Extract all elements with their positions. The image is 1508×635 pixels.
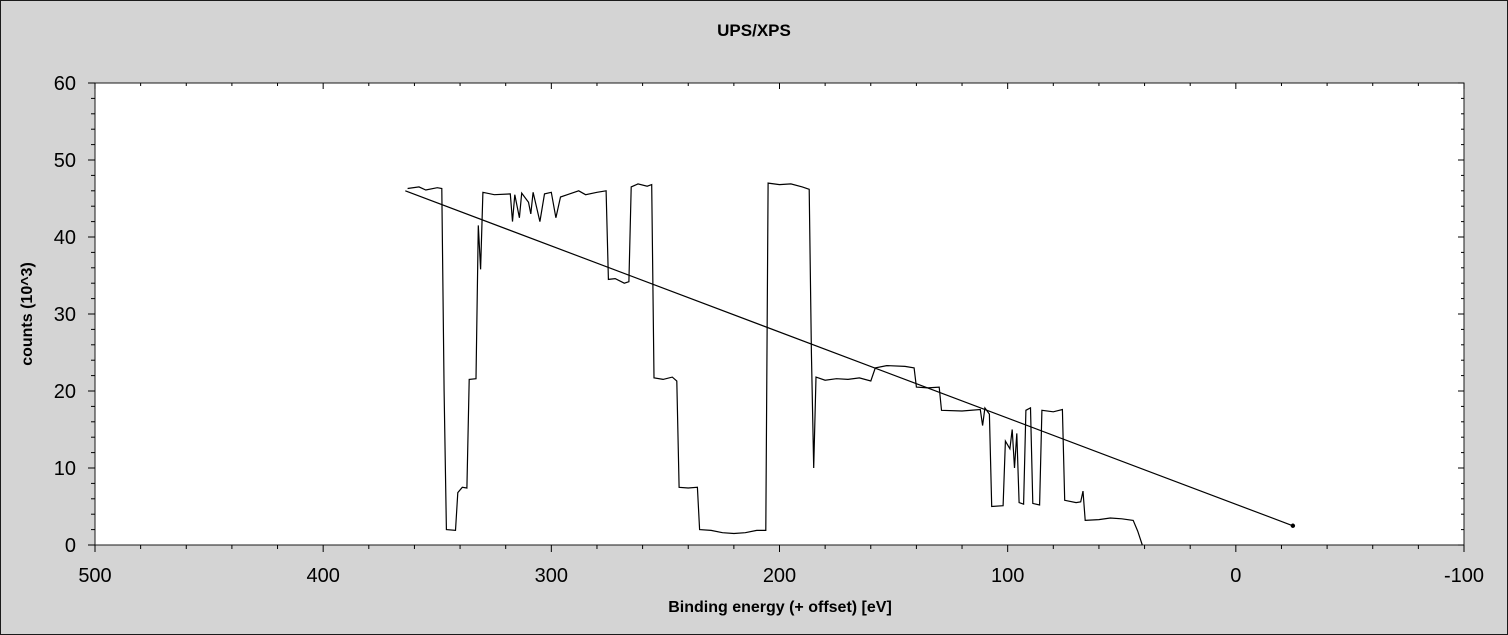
series-line-2 xyxy=(405,190,1294,527)
x-tick-label: 200 xyxy=(763,565,796,587)
series-layer xyxy=(405,182,1296,546)
x-tick-label: 400 xyxy=(306,565,339,587)
y-tick-label: 10 xyxy=(54,458,76,480)
tick-labels: 500 400 300 200 100 0 -100 0 10 20 30 40 50 60 xyxy=(54,73,1484,587)
x-tick-label: 300 xyxy=(535,565,568,587)
y-tick-label: 20 xyxy=(54,381,76,403)
y-tick-label: 30 xyxy=(54,304,76,326)
y-tick-label: 50 xyxy=(54,150,76,172)
x-axis-title: Binding energy (+ offset) [eV] xyxy=(668,599,892,616)
y-tick-label: 40 xyxy=(54,227,76,249)
y-axis-title: counts (10^3) xyxy=(19,262,36,366)
series-line-1 xyxy=(407,182,1143,546)
series-endpoint-marker xyxy=(1290,523,1296,528)
y-tick-label: 0 xyxy=(65,535,76,557)
x-tick-label: 500 xyxy=(78,565,111,587)
plot-area xyxy=(94,82,1465,546)
chart-title: UPS/XPS xyxy=(717,21,791,40)
x-tick-label: -100 xyxy=(1444,565,1484,587)
x-tick-label: 100 xyxy=(991,565,1024,587)
axis-ticks xyxy=(88,82,1465,552)
x-tick-label: 0 xyxy=(1230,565,1241,587)
y-tick-label: 60 xyxy=(54,73,76,95)
